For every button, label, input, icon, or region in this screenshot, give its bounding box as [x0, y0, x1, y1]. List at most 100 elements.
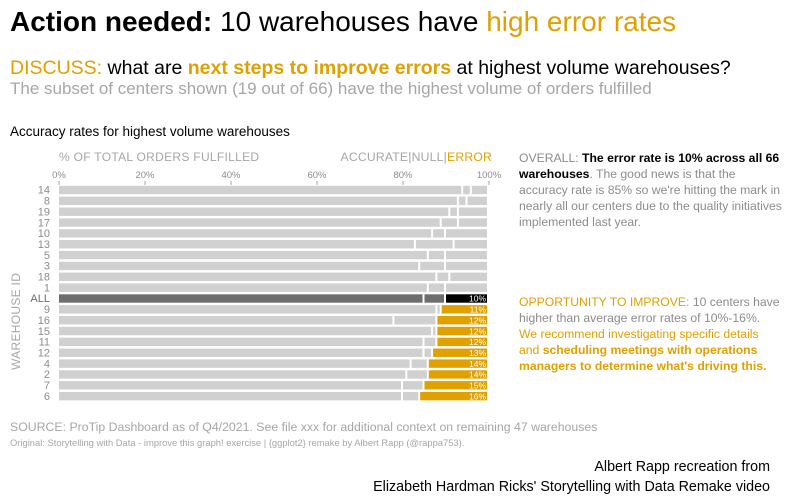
error-label-6: 16%: [469, 391, 486, 401]
error-label-9: 11%: [470, 305, 487, 315]
original-credit: Original: Storytelling with Data - impro…: [10, 437, 465, 448]
category-label: 19: [38, 206, 50, 218]
page-title: Action needed: 10 warehouses have high e…: [10, 4, 676, 40]
bar-accurate-4: [59, 359, 410, 368]
discuss-post: at highest volume warehouses?: [456, 57, 731, 79]
category-label: 4: [44, 358, 50, 370]
title-mid: 10 warehouses have: [220, 6, 479, 37]
bar-null-15: [433, 326, 436, 336]
bar-accurate-2: [59, 370, 406, 379]
bar-accurate-1: [59, 283, 427, 292]
x-tick-label: 80%: [393, 170, 413, 181]
bar-null-2: [407, 370, 427, 379]
category-label: 13: [38, 239, 50, 251]
category-label: 8: [44, 196, 50, 208]
bar-accurate-10: [59, 229, 432, 238]
bar-accurate-19: [59, 207, 449, 216]
error-label-all: 10%: [469, 294, 486, 304]
category-label: 2: [44, 369, 50, 381]
bar-null-18: [437, 272, 449, 281]
category-label: 9: [44, 304, 50, 316]
error-label-12: 13%: [469, 348, 486, 358]
bar-error-11: [437, 337, 487, 347]
source-note: SOURCE: ProTip Dashboard as of Q4/2021. …: [10, 420, 598, 434]
legend-separator: |: [444, 150, 447, 164]
bar-error-4: [428, 359, 487, 368]
overall-bold: The error rate is 10% across all 66 ware…: [519, 151, 780, 181]
overall-annotation: OVERALL: The error rate is 10% across al…: [519, 150, 784, 230]
error-label-2: 14%: [469, 370, 486, 380]
legend-accurate: ACCURATE: [341, 150, 409, 164]
recreation-credit-line-1: Albert Rapp recreation from: [594, 459, 770, 475]
discuss-bold: next steps to improve errors: [187, 57, 452, 79]
bar-error-19: [458, 207, 487, 216]
opportunity-gray: 10 centers have higher than average erro…: [519, 295, 780, 325]
bar-error-2: [428, 370, 487, 379]
bar-null-4: [411, 359, 427, 368]
bar-accurate-5: [59, 250, 427, 260]
subset-note: The subset of centers shown (19 out of 6…: [10, 79, 652, 98]
title-bold: Action needed:: [10, 6, 213, 37]
bar-accurate-9: [59, 305, 436, 314]
category-label: 3: [44, 261, 50, 273]
bar-accurate-12: [59, 348, 423, 357]
category-label: 10: [38, 228, 50, 240]
category-label: 18: [38, 272, 50, 284]
legend: ACCURATE|NULL|ERROR: [341, 150, 492, 164]
bar-accurate-7: [59, 381, 401, 390]
bar-error-16: [437, 316, 487, 325]
bar-null-6: [403, 391, 419, 401]
bar-chart: WAREHOUSE ID % OF TOTAL ORDERS FULFILLED…: [9, 150, 502, 403]
opportunity-bold: scheduling meetings with operations mana…: [519, 343, 767, 373]
bar-null-3: [420, 261, 444, 271]
category-label: 17: [38, 217, 50, 229]
discuss-pre: what are: [107, 57, 183, 79]
bar-null-5: [428, 250, 444, 260]
bar-null-12: [424, 348, 432, 357]
bar-accurate-3: [59, 261, 419, 271]
x-axis-label: % OF TOTAL ORDERS FULFILLED: [59, 150, 259, 164]
bar-error-14: [471, 185, 487, 195]
bar-null-all: [424, 294, 444, 303]
bar-error-13: [454, 240, 487, 249]
bar-error-12: [433, 348, 487, 357]
bar-null-19: [450, 207, 457, 216]
bar-error-10: [446, 229, 487, 238]
bar-null-17: [441, 218, 457, 227]
bar-accurate-15: [59, 326, 432, 336]
bar-error-17: [458, 218, 487, 227]
error-label-4: 14%: [469, 359, 486, 369]
bar-accurate-all: [59, 294, 423, 303]
bar-null-1: [428, 283, 444, 292]
bar-accurate-13: [59, 240, 414, 249]
x-axis-ticks: 0% 20% 40% 60% 80% 100%: [52, 170, 502, 185]
bar-null-7: [403, 381, 423, 390]
bar-null-10: [433, 229, 444, 238]
bar-accurate-16: [59, 316, 393, 325]
x-tick-label: 20%: [135, 170, 155, 181]
chart-title: Accuracy rates for highest volume wareho…: [10, 124, 290, 139]
opportunity-label: OPPORTUNITY TO IMPROVE:: [519, 295, 690, 309]
error-label-16: 12%: [469, 315, 486, 325]
x-tick-label: 60%: [307, 170, 327, 181]
x-tick-label: 100%: [477, 170, 502, 181]
category-label: 11: [39, 337, 50, 349]
bar-error-all: [446, 294, 487, 303]
bar-accurate-18: [59, 272, 436, 281]
bar-accurate-17: [59, 218, 440, 227]
discuss-label: DISCUSS:: [10, 57, 103, 79]
overall-label: OVERALL:: [519, 151, 579, 165]
bar-error-3: [446, 261, 487, 271]
bar-error-15: [437, 326, 487, 336]
x-tick-label: 0%: [52, 170, 66, 181]
bar-accurate-6: [59, 391, 401, 401]
category-label: 14: [38, 185, 50, 197]
error-label-7: 15%: [469, 381, 486, 391]
bar-error-5: [446, 250, 487, 260]
category-label: 1: [44, 282, 50, 294]
bar-accurate-14: [59, 185, 462, 195]
category-label: 12: [38, 347, 50, 359]
bar-error-7: [424, 381, 487, 390]
bar-null-8: [458, 196, 466, 206]
